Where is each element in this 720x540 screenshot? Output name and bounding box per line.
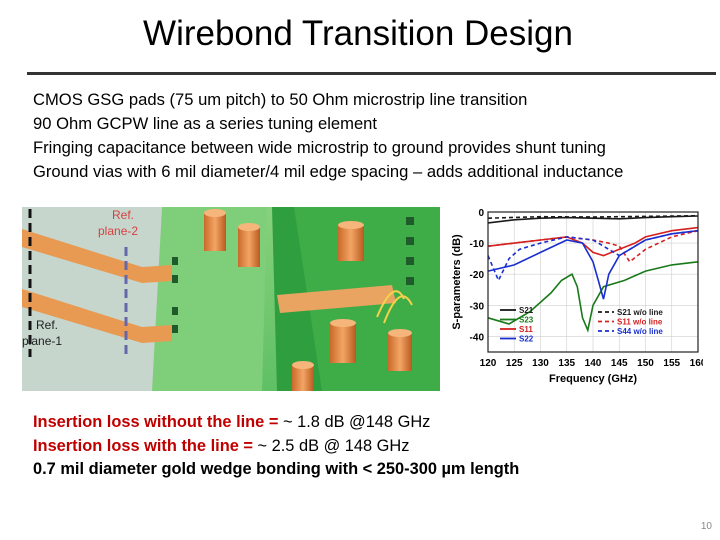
legend-entry: S22 bbox=[519, 335, 534, 344]
bullet-item: Fringing capacitance between wide micros… bbox=[33, 138, 606, 157]
notes-block: Insertion loss without the line = ~ 1.8 … bbox=[33, 411, 519, 482]
y-tick-label: -20 bbox=[470, 270, 485, 281]
ref-plane-1-label: Ref. bbox=[36, 318, 58, 332]
series-line-s23 bbox=[487, 261, 699, 333]
svg-text:Ref.plane-1: Ref. plane-1 bbox=[22, 318, 62, 348]
slide-title: Wirebond Transition Design bbox=[143, 14, 573, 53]
via-cylinders bbox=[204, 209, 412, 391]
series-line-s44-w-o-line bbox=[487, 229, 699, 283]
svg-text:Ref.plane-2: Ref. plane-2 bbox=[98, 208, 138, 238]
ref-plane-1-label: plane-1 bbox=[22, 334, 62, 348]
ref-plane-2-label: plane-2 bbox=[98, 224, 138, 238]
x-tick-label: 155 bbox=[663, 358, 680, 369]
x-tick-label: 160 bbox=[690, 358, 703, 369]
x-tick-label: 125 bbox=[506, 358, 523, 369]
legend-entry: S11 w/o line bbox=[617, 318, 663, 327]
x-tick-label: 135 bbox=[558, 358, 575, 369]
legend-entry: S21 bbox=[519, 306, 534, 315]
wirebond-3d-figure: Ref. plane-2 Ref. plane-1 bbox=[22, 207, 440, 391]
s-parameter-chart: 0 -10 -20 -30 -40 120 125 130 135 140 145 150 155 16… bbox=[448, 206, 703, 394]
note-label: Insertion loss without the line = bbox=[33, 413, 283, 431]
bullet-list: CMOS GSG pads (75 um pitch) to 50 Ohm mi… bbox=[33, 88, 623, 184]
x-axis-label: Frequency (GHz) bbox=[549, 373, 637, 385]
y-tick-label: 0 bbox=[478, 208, 484, 219]
note-label: Insertion loss with the line = bbox=[33, 436, 258, 455]
x-tick-label: 145 bbox=[611, 358, 628, 369]
legend-entry: S11 bbox=[519, 325, 533, 334]
title-divider bbox=[27, 72, 716, 75]
x-tick-label: 150 bbox=[637, 358, 654, 369]
series-line-s22 bbox=[487, 229, 699, 300]
note-value: ~ 2.5 dB @ 148 GHz bbox=[257, 436, 410, 455]
series-line-s11-w-o-line bbox=[487, 229, 699, 263]
bullet-item: Ground vias with 6 mil diameter/4 mil ed… bbox=[33, 162, 624, 181]
series-line-s11 bbox=[487, 226, 699, 257]
x-tick-label: 140 bbox=[585, 358, 602, 369]
series-line-s21-w-o-line bbox=[487, 214, 699, 219]
y-tick-label: -40 bbox=[470, 332, 485, 343]
note-bonding: 0.7 mil diameter gold wedge bonding with… bbox=[33, 460, 520, 478]
y-axis-label: S-parameters (dB) bbox=[451, 234, 463, 330]
bullet-item: 90 Ohm GCPW line as a series tuning elem… bbox=[33, 114, 378, 133]
legend-entry: S44 w/o line bbox=[617, 327, 663, 336]
legend-entry: S21 w/o line bbox=[617, 308, 663, 317]
bullet-item: CMOS GSG pads (75 um pitch) to 50 Ohm mi… bbox=[33, 90, 528, 109]
y-tick-label: -10 bbox=[470, 239, 485, 250]
x-tick-label: 120 bbox=[480, 358, 497, 369]
ref-plane-2-label: Ref. bbox=[112, 208, 134, 222]
y-tick-label: -30 bbox=[470, 301, 485, 312]
note-value: ~ 1.8 dB @148 GHz bbox=[282, 413, 431, 431]
page-number: 10 bbox=[700, 521, 712, 532]
x-tick-label: 130 bbox=[532, 358, 549, 369]
legend-entry: S23 bbox=[519, 316, 534, 325]
series-line-s21 bbox=[487, 215, 699, 224]
